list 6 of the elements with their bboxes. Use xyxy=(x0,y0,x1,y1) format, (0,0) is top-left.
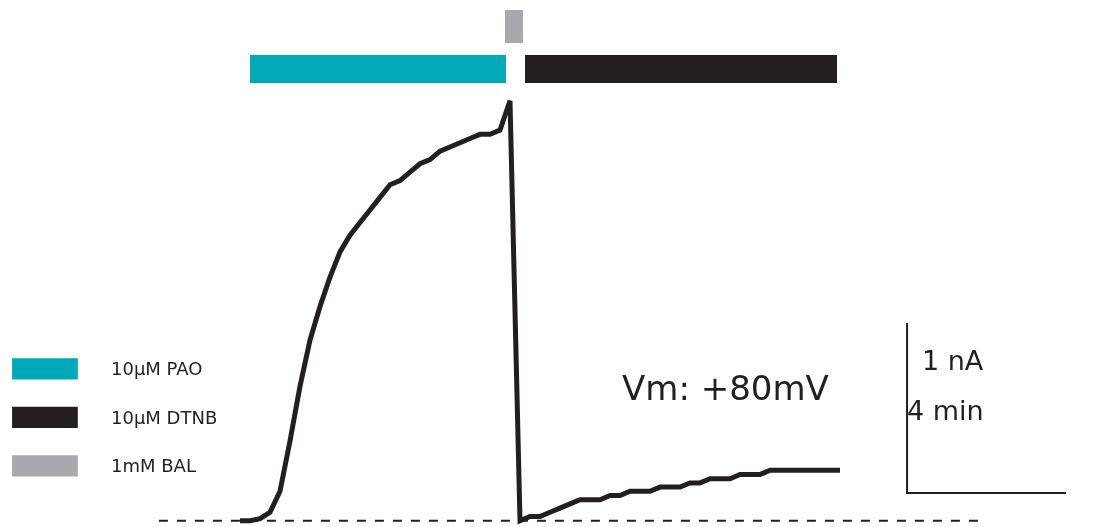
annotation: Vm: +80mV xyxy=(622,368,829,408)
text: 10µM PAO xyxy=(111,358,203,379)
text: 10µM DTNB xyxy=(111,407,218,428)
text: 4 min xyxy=(907,395,984,426)
text: 1mM BAL xyxy=(111,455,196,476)
text: 1 nA xyxy=(922,345,984,376)
